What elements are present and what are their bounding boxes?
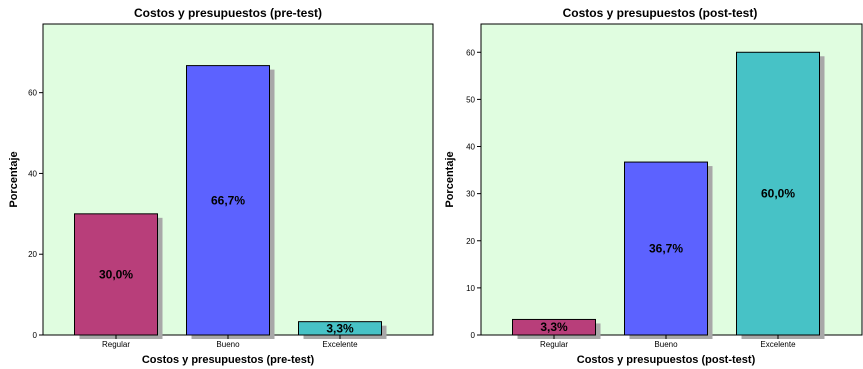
x-tick-label: Bueno [216, 340, 240, 349]
y-tick-label: 60 [28, 89, 37, 98]
chart-post-test-svg: Costos y presupuestos (post-test) 0 10 20 30… [444, 6, 863, 366]
y-tick-label: 20 [466, 237, 475, 246]
data-label: 66,7% [211, 193, 245, 207]
x-axis-title: Costos y presupuestos (post-test) [577, 354, 756, 366]
bar-excelente [736, 51, 820, 336]
y-tick-label: 0 [33, 331, 38, 340]
x-tick-label: Bueno [654, 340, 678, 349]
x-tick-label: Regular [540, 340, 568, 349]
y-tick-label: 60 [466, 48, 475, 57]
y-tick-label: 0 [471, 331, 476, 340]
chart-title: Costos y presupuestos (post-test) [563, 6, 758, 20]
chart-post-test: Costos y presupuestos (post-test) 0 10 20 30… [432, 0, 863, 369]
y-tick-label: 40 [28, 169, 37, 178]
y-tick-label: 10 [466, 284, 475, 293]
data-label: 3,3% [540, 320, 568, 334]
data-label: 36,7% [649, 242, 683, 256]
chart-title: Costos y presupuestos (pre-test) [134, 6, 322, 20]
bar-bueno [624, 161, 708, 336]
y-tick-label: 40 [466, 143, 475, 152]
data-label: 60,0% [761, 187, 795, 201]
x-tick-label: Excelente [760, 340, 796, 349]
x-axis-title: Costos y presupuestos (pre-test) [142, 354, 315, 366]
data-label: 3,3% [326, 321, 354, 335]
chart-pre-test: Costos y presupuestos (pre-test) 0 20 40 60 R… [8, 6, 434, 366]
chart-pre-test-svg: Costos y presupuestos (pre-test) 0 20 40 60 R… [8, 6, 434, 366]
y-tick-label: 50 [466, 95, 475, 104]
y-tick-label: 20 [28, 250, 37, 259]
x-tick-label: Excelente [322, 340, 358, 349]
y-axis-title: Porcentaje [8, 151, 20, 207]
y-axis-title: Porcentaje [444, 151, 456, 207]
y-tick-label: 30 [466, 190, 475, 199]
x-tick-label: Regular [102, 340, 130, 349]
bar-regular [74, 213, 158, 336]
bar-bueno [186, 65, 270, 336]
data-label: 30,0% [99, 267, 133, 281]
